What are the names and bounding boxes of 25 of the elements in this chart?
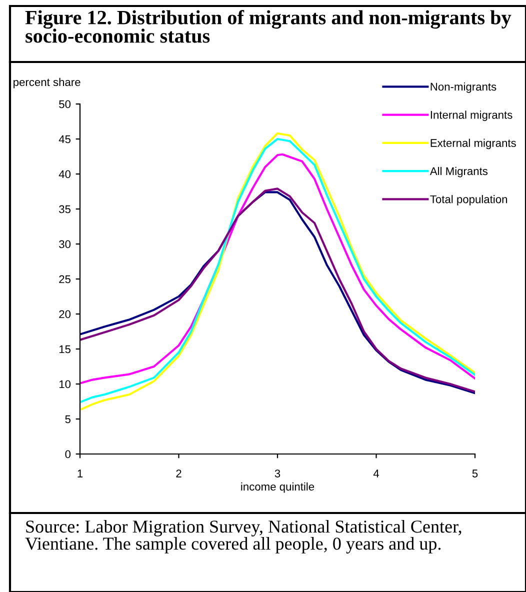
legend-label: All Migrants	[430, 166, 488, 178]
legend-label: Total population	[430, 195, 508, 206]
y-axis-title: percent share	[14, 78, 80, 88]
y-tick-label: 30	[59, 240, 71, 248]
x-tick-label: 1	[78, 470, 83, 478]
x-axis-title: income quintile	[241, 482, 314, 493]
y-tick-label: 45	[58, 135, 71, 144]
y-tick-label: 5	[65, 415, 71, 424]
x-tick-label: 3	[274, 470, 280, 478]
chart-title: Figure 12. Distribution of migrants and non-migrants by socio-economic status	[25, 10, 512, 43]
y-tick-label: 10	[59, 380, 71, 388]
y-tick-label: 25	[59, 275, 71, 284]
x-tick-label: 2	[176, 470, 182, 478]
y-tick-label: 50	[59, 100, 71, 108]
y-tick-label: 20	[59, 310, 71, 318]
y-tick-label: 35	[59, 205, 71, 214]
y-tick-label: 40	[58, 170, 71, 178]
legend-label: External migrants	[430, 138, 516, 150]
legend-label: Non-migrants	[430, 82, 496, 93]
legend-label: Internal migrants	[430, 110, 512, 121]
y-tick-label: 0	[65, 450, 71, 458]
x-tick-label: 5	[472, 470, 478, 478]
x-tick-label: 4	[373, 470, 380, 478]
y-tick-label: 15	[59, 345, 71, 354]
source-note: Source: Labor Migration Survey, National Statistical Center, Vientiane. The sample covered all people, 0 years and up.	[25, 520, 462, 554]
